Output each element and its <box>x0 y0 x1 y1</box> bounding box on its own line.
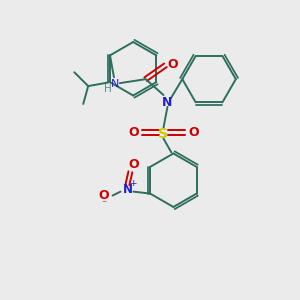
Text: O: O <box>188 126 199 139</box>
Text: O: O <box>128 126 139 139</box>
Text: N: N <box>122 183 132 196</box>
Text: H: H <box>104 84 112 94</box>
Text: N: N <box>162 96 172 110</box>
Text: ⁻: ⁻ <box>101 200 106 209</box>
Text: O: O <box>98 189 109 202</box>
Text: N: N <box>111 79 119 89</box>
Text: +: + <box>129 179 136 188</box>
Text: O: O <box>128 158 139 171</box>
Text: S: S <box>158 127 169 141</box>
Text: O: O <box>167 58 178 71</box>
